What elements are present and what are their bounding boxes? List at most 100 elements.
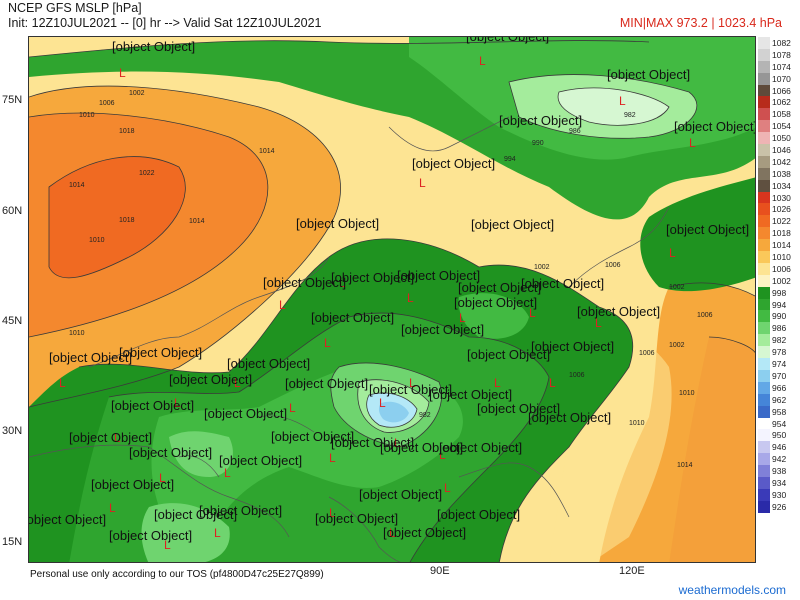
legend-swatch	[758, 346, 770, 359]
iran-low-986	[169, 431, 233, 477]
lat-label-75n: 75N	[2, 94, 23, 106]
isobar-label: [object Object]	[674, 119, 756, 134]
svg-text:1006: 1006	[569, 372, 585, 379]
legend-row: 1062	[758, 96, 800, 109]
arabia-low-986	[141, 503, 230, 562]
pressure-legend: 1082 1078 1074 1070 1066 1062 1058 1054 1050 1046…	[758, 37, 800, 513]
legend-row: 994	[758, 298, 800, 311]
legend-value: 1050	[772, 133, 791, 144]
isobar-label: [object Object]	[471, 217, 554, 232]
svg-text:1014: 1014	[189, 218, 205, 225]
legend-value: 1054	[772, 121, 791, 132]
svg-text:L: L	[379, 396, 386, 410]
west-high-1022	[49, 156, 186, 278]
legend-value: 986	[772, 323, 787, 334]
legend-value: 1002	[772, 275, 791, 286]
svg-text:1014: 1014	[259, 148, 275, 155]
svg-text:1010: 1010	[679, 390, 695, 397]
legend-swatch	[758, 251, 770, 263]
legend-row: 1014	[758, 239, 800, 252]
legend-row: 950	[758, 429, 800, 442]
arctic-low-978	[558, 87, 669, 126]
legend-row: 962	[758, 393, 800, 406]
isobar-label: [object Object]	[477, 401, 560, 416]
svg-text:L: L	[329, 506, 336, 520]
svg-text:L: L	[444, 481, 451, 495]
svg-text:L: L	[164, 538, 171, 552]
svg-text:L: L	[394, 436, 401, 450]
isobar-value-labels: [object Object] [object Object] [object …	[29, 37, 756, 543]
legend-swatch	[758, 488, 770, 501]
legend-swatch	[758, 132, 770, 145]
svg-text:L: L	[329, 451, 336, 465]
site-credit[interactable]: weathermodels.com	[678, 583, 786, 597]
legend-swatch	[758, 429, 770, 442]
svg-text:990: 990	[532, 140, 544, 147]
isobar-label: [object Object]	[531, 339, 614, 354]
legend-row: 1006	[758, 262, 800, 275]
legend-row: 1046	[758, 144, 800, 156]
legend-swatch	[758, 37, 770, 49]
legend-swatch	[758, 286, 770, 299]
legend-value: 990	[772, 311, 787, 322]
legend-swatch	[758, 191, 770, 204]
isobar-label: [object Object]	[199, 503, 282, 518]
svg-text:1010: 1010	[89, 237, 105, 244]
legend-value: 1042	[772, 156, 791, 167]
svg-text:L: L	[619, 94, 626, 108]
east-low-998	[640, 177, 755, 292]
svg-text:L: L	[419, 176, 426, 190]
legend-swatch	[758, 310, 770, 323]
isobar-label: [object Object]	[466, 37, 549, 44]
svg-text:1006: 1006	[697, 312, 713, 319]
svg-text:1010: 1010	[79, 112, 95, 119]
legend-row: 938	[758, 465, 800, 477]
svg-text:994: 994	[504, 156, 516, 163]
isobar-label: [object Object]	[119, 345, 202, 360]
legend-value: 1074	[772, 61, 791, 72]
svg-text:L: L	[174, 396, 181, 410]
svg-text:1002: 1002	[129, 90, 145, 97]
lon-label-120e: 120E	[619, 565, 645, 577]
legend-value: 1066	[772, 85, 791, 96]
legend-row: 1082	[758, 37, 800, 49]
svg-text:986: 986	[569, 128, 581, 135]
legend-swatch	[758, 298, 770, 311]
isobar-label: [object Object]	[111, 398, 194, 413]
legend-swatch	[758, 453, 770, 466]
legend-row: 1030	[758, 191, 800, 204]
legend-row: 1070	[758, 72, 800, 85]
legend-value: 978	[772, 347, 787, 358]
isobar-label: [object Object]	[29, 512, 106, 527]
mongolia-low-990	[458, 293, 529, 339]
isobar-label: [object Object]	[169, 372, 252, 387]
init-valid-line: Init: 12Z10JUL2021 -- [0] hr --> Valid S…	[8, 16, 322, 30]
svg-text:L: L	[669, 246, 676, 260]
coastlines	[29, 116, 670, 562]
svg-text:L: L	[109, 501, 116, 515]
svg-text:L: L	[689, 136, 696, 150]
legend-row: 1058	[758, 108, 800, 121]
legend-value: 1026	[772, 204, 791, 215]
legend-swatch	[758, 500, 770, 513]
legend-swatch	[758, 322, 770, 335]
isobar-label: [object Object]	[129, 445, 212, 460]
svg-text:1006: 1006	[99, 100, 115, 107]
legend-swatch	[758, 405, 770, 418]
isobar-label: [object Object]	[359, 487, 442, 502]
isobar-label: [object Object]	[412, 156, 495, 171]
legend-swatch	[758, 84, 770, 97]
svg-text:1014: 1014	[69, 182, 85, 189]
isobar-label: [object Object]	[154, 507, 237, 522]
legend-value: 970	[772, 370, 787, 381]
legend-value: 1018	[772, 228, 791, 239]
isobar-label: [object Object]	[437, 507, 520, 522]
legend-value: 926	[772, 501, 787, 512]
legend-swatch	[758, 274, 770, 287]
isobar-label: [object Object]	[383, 525, 466, 540]
legend-value: 942	[772, 454, 787, 465]
svg-text:1010: 1010	[69, 330, 85, 337]
isobar-label: [object Object]	[91, 477, 174, 492]
svg-text:L: L	[409, 376, 416, 390]
